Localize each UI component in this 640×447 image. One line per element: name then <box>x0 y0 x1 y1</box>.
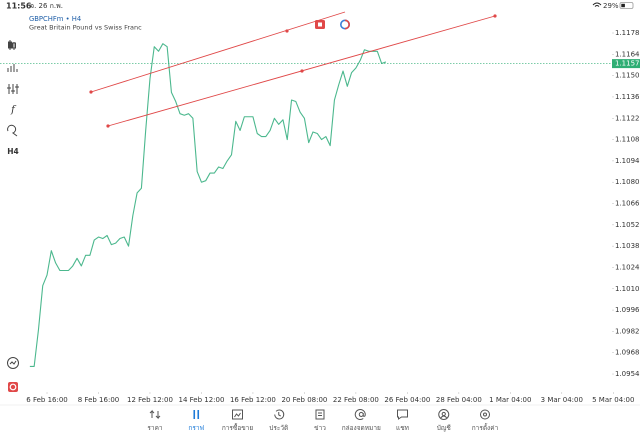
nav-label[interactable]: ข่าว <box>314 424 326 432</box>
nav-label[interactable]: การตั้งค่า <box>472 423 499 432</box>
nav-label[interactable]: แชท <box>396 424 409 432</box>
tool-search[interactable] <box>7 124 18 137</box>
x-tick-label: 1 Mar 04:00 <box>489 396 531 404</box>
tool-app-icon-inner <box>9 383 17 391</box>
y-tick-label: 1.11080 <box>615 136 640 144</box>
x-tick-label: 22 Feb 08:00 <box>333 396 379 404</box>
status-time: 11:56 <box>6 2 32 11</box>
y-tick-label: 1.10240 <box>615 263 640 271</box>
y-tick-label: 1.09820 <box>615 327 640 335</box>
trend-line-anchors <box>89 14 497 128</box>
y-tick-label: 1.11360 <box>615 93 640 101</box>
y-tick-label: 1.11640 <box>615 50 640 58</box>
tool-assistant-inner <box>9 360 17 365</box>
bottom-navigation: ราคา กราฟ การซื้อขาย ประวัติ ข่าว กล่องจดหมาย… <box>147 409 499 433</box>
plot-area: 1.11780 1.11640 1.11500 1.11360 1.11220 1.110… <box>0 29 640 404</box>
trend-anchor <box>106 124 110 128</box>
nav-item[interactable]: กล่องจดหมาย <box>342 409 381 432</box>
y-tick-label: 1.09960 <box>615 306 640 314</box>
nav-item[interactable]: กราฟ <box>188 410 204 432</box>
battery-level <box>621 3 625 8</box>
tool-volumes[interactable] <box>7 64 18 72</box>
nav-label[interactable]: การซื้อขาย <box>222 423 253 432</box>
status-date: จ. 26 ก.พ. <box>30 2 63 10</box>
trade-buy-icon-half <box>344 19 350 30</box>
nav-icon <box>397 409 408 420</box>
trend-anchor <box>285 29 289 33</box>
nav-icon <box>274 409 285 420</box>
nav-item[interactable]: ประวัติ <box>269 409 288 432</box>
trade-sell-icon-inner <box>318 22 322 27</box>
y-tick-label: 1.09680 <box>615 349 640 357</box>
x-tick-label: 3 Mar 04:00 <box>541 396 583 404</box>
x-tick-label: 5 Mar 04:00 <box>592 396 634 404</box>
y-tick-label: 1.09540 <box>615 370 640 378</box>
nav-icon <box>354 409 366 420</box>
status-battery: 29% <box>603 2 619 10</box>
trend-anchor <box>300 69 304 73</box>
nav-item[interactable]: ข่าว <box>314 409 326 432</box>
tool-app-icon[interactable] <box>8 382 18 392</box>
trend-line <box>90 11 346 93</box>
left-toolbar <box>7 40 19 369</box>
nav-item[interactable]: การซื้อขาย <box>222 409 253 432</box>
y-tick-label: 1.10380 <box>615 242 640 250</box>
nav-icon <box>315 409 325 420</box>
tool-candles-body <box>8 41 12 49</box>
nav-icon <box>232 409 243 420</box>
y-tick-label: 1.11780 <box>615 29 640 37</box>
nav-label[interactable]: กล่องจดหมาย <box>342 424 381 432</box>
tool-timeframe[interactable]: H4 <box>7 147 19 156</box>
y-tick-label: 1.10100 <box>615 285 640 293</box>
current-price-label: 1.11579 <box>615 60 640 68</box>
x-tick-label: 12 Feb 12:00 <box>127 396 173 404</box>
nav-item[interactable]: ราคา <box>147 409 163 432</box>
nav-label[interactable]: กราฟ <box>188 424 204 432</box>
nav-icon <box>193 410 200 419</box>
y-tick-label: 1.10940 <box>615 157 640 165</box>
y-tick-label: 1.10800 <box>615 178 640 186</box>
trend-anchor <box>493 14 497 18</box>
trend-anchor <box>89 90 93 94</box>
nav-label[interactable]: ประวัติ <box>269 424 288 432</box>
nav-icon <box>480 409 491 420</box>
symbol-description: Great Britain Pound vs Swiss Franc <box>29 24 142 32</box>
nav-icon <box>438 409 450 420</box>
tool-candles-body-2 <box>12 42 16 49</box>
x-tick-label: 8 Feb 16:00 <box>78 396 119 404</box>
x-tick-label: 16 Feb 12:00 <box>230 396 276 404</box>
tool-indicators[interactable]: f <box>10 105 17 116</box>
tool-assistant[interactable] <box>7 357 19 369</box>
x-tick-label: 6 Feb 16:00 <box>26 396 67 404</box>
nav-item[interactable]: แชท <box>396 409 409 432</box>
symbol-title: GBPCHFm • H4 <box>29 15 81 23</box>
price-line <box>29 43 387 367</box>
wifi-icon <box>592 2 602 7</box>
x-tick-label: 26 Feb 04:00 <box>384 396 430 404</box>
nav-label[interactable]: บัญชี <box>437 424 452 432</box>
nav-item[interactable]: บัญชี <box>437 409 452 433</box>
current-price-tag <box>612 59 640 69</box>
x-tick-label: 20 Feb 08:00 <box>281 396 327 404</box>
y-tick-label: 1.10660 <box>615 200 640 208</box>
y-tick-label: 1.10520 <box>615 221 640 229</box>
x-tick-label: 14 Feb 12:00 <box>178 396 224 404</box>
battery-icon <box>619 2 634 9</box>
nav-item[interactable]: การตั้งค่า <box>472 409 499 432</box>
nav-icon <box>149 409 161 420</box>
y-tick-label: 1.11500 <box>615 72 640 80</box>
nav-label[interactable]: ราคา <box>147 424 162 432</box>
x-tick-label: 28 Feb 04:00 <box>436 396 482 404</box>
tool-objects[interactable] <box>7 84 19 94</box>
y-tick-label: 1.11220 <box>615 114 640 122</box>
